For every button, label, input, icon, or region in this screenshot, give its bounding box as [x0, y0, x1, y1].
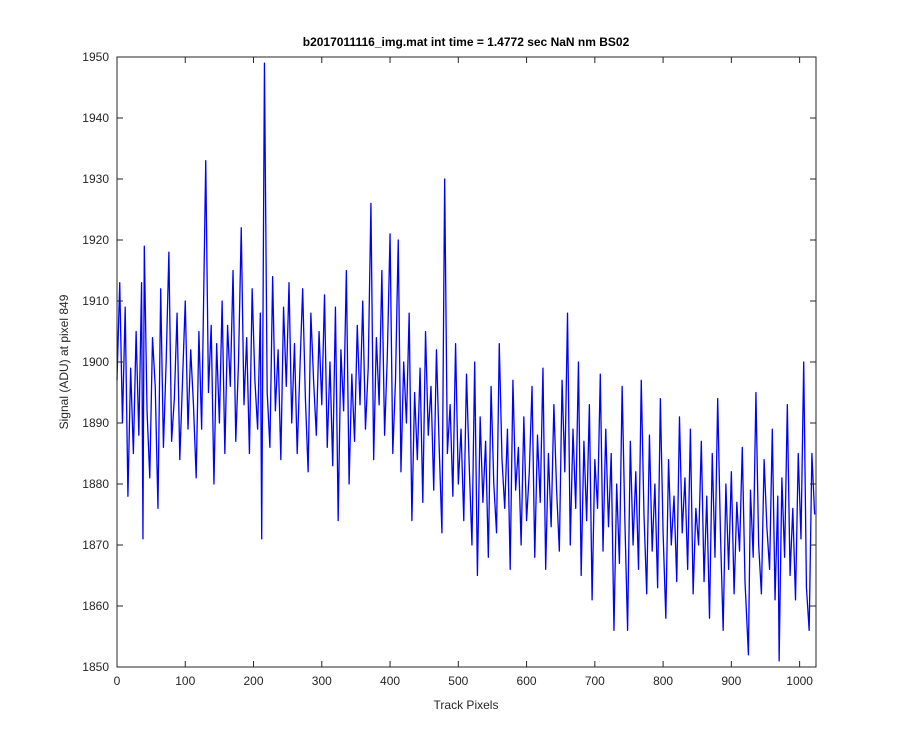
chart-title: b2017011116_img.mat int time = 1.4772 se…	[303, 35, 630, 49]
y-tick-label: 1900	[82, 355, 109, 369]
y-tick-label: 1910	[82, 294, 109, 308]
x-axis-label: Track Pixels	[434, 698, 499, 712]
y-tick-label: 1930	[82, 172, 109, 186]
x-tick-label: 1000	[786, 674, 813, 688]
y-tick-label: 1860	[82, 599, 109, 613]
data-line	[116, 62, 816, 662]
y-tick-label: 1890	[82, 416, 109, 430]
y-tick-label: 1850	[82, 660, 109, 674]
y-tick-label: 1950	[82, 50, 109, 64]
y-axis-label: Signal (ADU) at pixel 849	[57, 294, 71, 429]
y-tick-label: 1870	[82, 538, 109, 552]
y-tick-label: 1940	[82, 111, 109, 125]
x-tick-label: 800	[653, 674, 673, 688]
x-tick-label: 300	[312, 674, 332, 688]
x-tick-label: 200	[244, 674, 264, 688]
x-tick-label: 0	[114, 674, 121, 688]
x-tick-label: 100	[175, 674, 195, 688]
y-tick-label: 1880	[82, 477, 109, 491]
x-tick-label: 500	[448, 674, 468, 688]
x-tick-label: 700	[585, 674, 605, 688]
y-tick-label: 1920	[82, 233, 109, 247]
x-tick-label: 900	[721, 674, 741, 688]
x-tick-label: 400	[380, 674, 400, 688]
x-tick-label: 600	[517, 674, 537, 688]
